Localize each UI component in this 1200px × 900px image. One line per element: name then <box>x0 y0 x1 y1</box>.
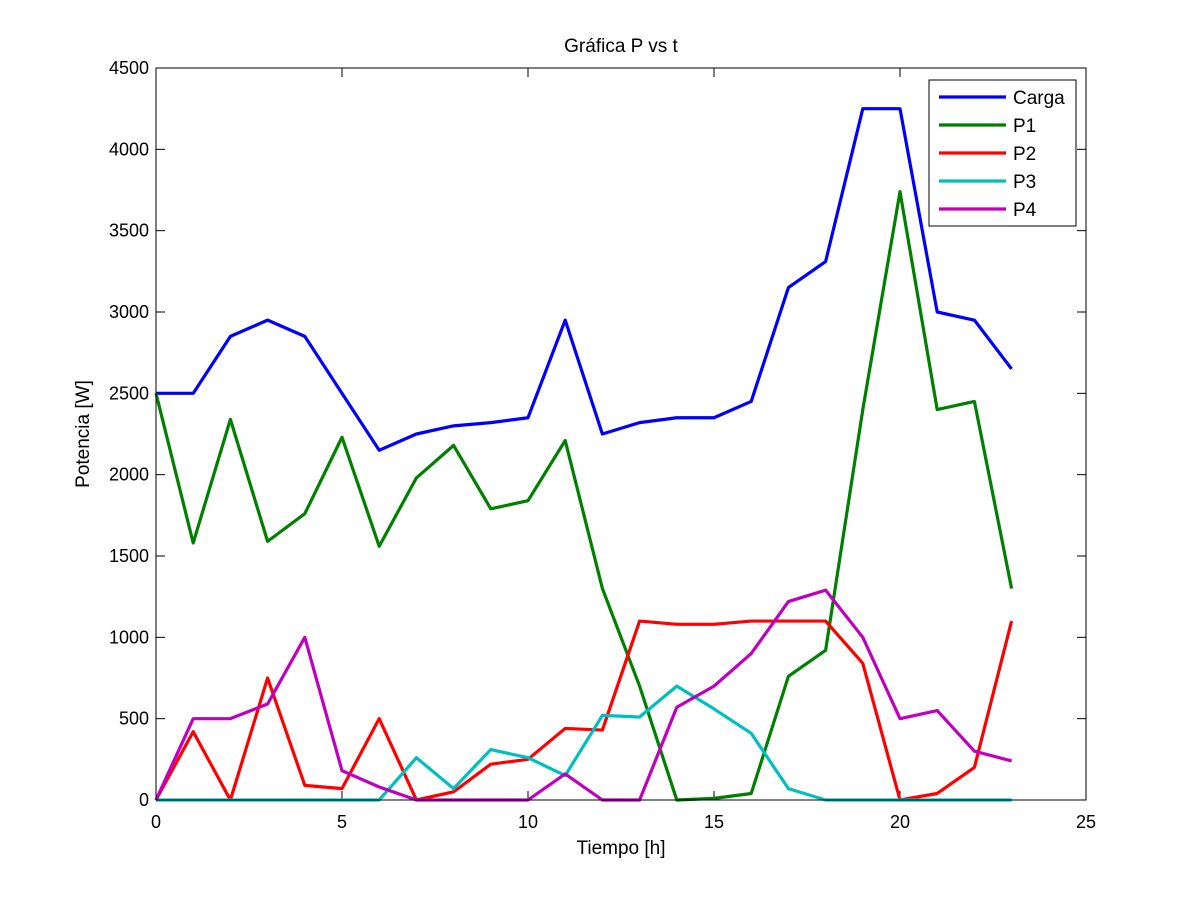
x-axis-label: Tiempo [h] <box>576 838 665 859</box>
y-tick-label: 3000 <box>109 302 149 322</box>
series-line-p2 <box>154 619 1014 802</box>
legend-label-p1: P1 <box>1013 116 1036 137</box>
x-tick-label: 5 <box>337 812 347 832</box>
axis-ticks: 0 5 10 15 20 25 0 500 1000 1500 2000 2500 3000 3500 40… <box>109 58 1096 832</box>
legend-label-p2: P2 <box>1013 144 1036 165</box>
chart-title: Gráfica P vs t <box>564 36 678 57</box>
plot-frame <box>155 67 1087 801</box>
y-tick-label: 500 <box>119 709 149 729</box>
y-tick-label: 2500 <box>109 383 149 403</box>
x-tick-label: 20 <box>890 812 910 832</box>
y-tick-label: 4000 <box>109 139 149 159</box>
y-axis-label: Potencia [W] <box>73 380 94 488</box>
legend: Carga P1 P2 P3 P4 <box>928 79 1077 227</box>
y-tick-label: 4500 <box>109 58 149 78</box>
series-line-p4 <box>154 588 1013 802</box>
x-tick-label: 15 <box>704 812 724 832</box>
x-tick-label: 0 <box>151 812 161 832</box>
x-tick-label: 10 <box>518 812 538 832</box>
series-line-carga <box>156 107 1013 452</box>
series-group <box>154 107 1014 802</box>
legend-label-p3: P3 <box>1013 172 1036 193</box>
y-tick-label: 0 <box>139 790 149 810</box>
y-tick-label: 3500 <box>109 221 149 241</box>
series-line-p1 <box>154 190 1014 802</box>
x-tick-label: 25 <box>1076 812 1096 832</box>
y-tick-label: 1000 <box>109 627 149 647</box>
legend-label-carga: Carga <box>1013 88 1065 109</box>
legend-label-p4: P4 <box>1013 200 1037 221</box>
y-tick-label: 1500 <box>109 546 149 566</box>
y-tick-label: 2000 <box>109 465 149 485</box>
